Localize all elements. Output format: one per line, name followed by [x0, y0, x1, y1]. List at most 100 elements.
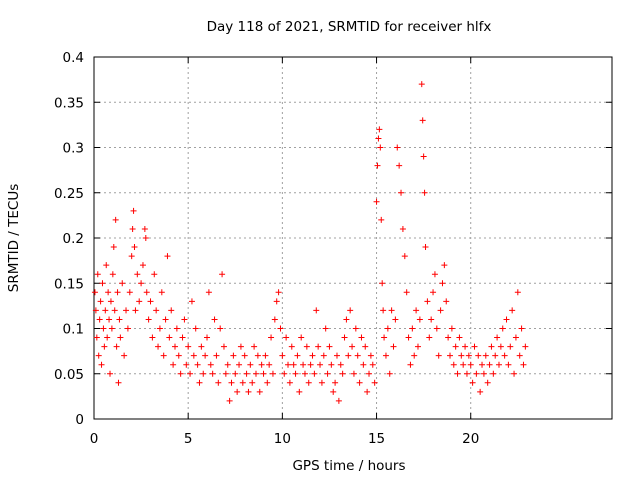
- data-point: [211, 316, 218, 323]
- data-point: [162, 316, 169, 323]
- y-tick-label: 0.05: [54, 367, 84, 383]
- data-point: [518, 325, 525, 332]
- data-point: [492, 352, 499, 359]
- data-point: [92, 307, 99, 314]
- data-point: [347, 307, 354, 314]
- data-point: [454, 370, 461, 377]
- y-tick-label: 0.4: [63, 50, 84, 66]
- data-point: [247, 361, 254, 368]
- data-point: [514, 289, 521, 296]
- data-point: [467, 361, 474, 368]
- data-point: [166, 334, 173, 341]
- data-point: [486, 361, 493, 368]
- y-tick-label: 0.35: [54, 95, 84, 111]
- data-point: [179, 334, 186, 341]
- data-point: [94, 271, 101, 278]
- data-point: [349, 343, 356, 350]
- data-point: [155, 343, 162, 350]
- data-point: [495, 361, 502, 368]
- data-point: [352, 325, 359, 332]
- data-point: [414, 343, 421, 350]
- data-point: [378, 216, 385, 223]
- data-point: [139, 262, 146, 269]
- data-point: [153, 307, 160, 314]
- data-point: [333, 352, 340, 359]
- data-point: [100, 325, 107, 332]
- data-point: [505, 361, 512, 368]
- data-point: [384, 325, 391, 332]
- data-point: [109, 271, 116, 278]
- data-point: [477, 388, 484, 395]
- data-point: [192, 325, 199, 332]
- data-point: [350, 370, 357, 377]
- x-tick-label: 0: [90, 431, 99, 447]
- data-point: [388, 307, 395, 314]
- data-point: [91, 289, 98, 296]
- data-point: [252, 370, 259, 377]
- data-point: [445, 334, 452, 341]
- data-point: [320, 352, 327, 359]
- data-point: [369, 361, 376, 368]
- data-point: [136, 298, 143, 305]
- data-point: [138, 280, 145, 287]
- data-point: [239, 379, 246, 386]
- data-point: [103, 262, 110, 269]
- data-point: [403, 289, 410, 296]
- data-point: [447, 352, 454, 359]
- data-point: [301, 370, 308, 377]
- data-point: [294, 352, 301, 359]
- data-point: [220, 343, 227, 350]
- data-point: [160, 352, 167, 359]
- data-point: [482, 352, 489, 359]
- data-point: [123, 307, 130, 314]
- data-point: [512, 334, 519, 341]
- data-point: [407, 361, 414, 368]
- data-point: [335, 397, 342, 404]
- data-point: [326, 343, 333, 350]
- data-point: [213, 352, 220, 359]
- data-point: [207, 361, 214, 368]
- data-point: [503, 316, 510, 323]
- data-point: [134, 271, 141, 278]
- data-point: [181, 316, 188, 323]
- data-point: [311, 370, 318, 377]
- data-point: [418, 81, 425, 88]
- data-point: [143, 289, 150, 296]
- data-point: [228, 379, 235, 386]
- data-point: [205, 289, 212, 296]
- data-point: [185, 343, 192, 350]
- data-point: [183, 361, 190, 368]
- data-point: [479, 361, 486, 368]
- data-point: [277, 325, 284, 332]
- data-point: [463, 370, 470, 377]
- data-point: [296, 388, 303, 395]
- data-point: [490, 370, 497, 377]
- data-point: [188, 298, 195, 305]
- data-point: [217, 325, 224, 332]
- data-point: [99, 280, 106, 287]
- y-tick-label: 0.25: [54, 186, 84, 202]
- data-point: [421, 189, 428, 196]
- data-point: [170, 361, 177, 368]
- x-axis-label: GPS time / hours: [292, 458, 405, 474]
- data-point: [480, 370, 487, 377]
- data-point: [104, 334, 111, 341]
- data-point: [114, 289, 121, 296]
- data-point: [119, 280, 126, 287]
- data-point: [222, 370, 229, 377]
- data-point: [254, 352, 261, 359]
- data-point: [111, 307, 118, 314]
- data-point: [288, 343, 295, 350]
- data-point: [313, 307, 320, 314]
- data-point: [131, 244, 138, 251]
- data-point: [448, 325, 455, 332]
- data-point: [426, 334, 433, 341]
- data-point: [145, 316, 152, 323]
- data-point: [399, 225, 406, 232]
- data-point: [469, 379, 476, 386]
- data-point: [322, 325, 329, 332]
- data-point: [379, 280, 386, 287]
- data-point: [264, 379, 271, 386]
- data-point: [317, 361, 324, 368]
- data-point: [424, 298, 431, 305]
